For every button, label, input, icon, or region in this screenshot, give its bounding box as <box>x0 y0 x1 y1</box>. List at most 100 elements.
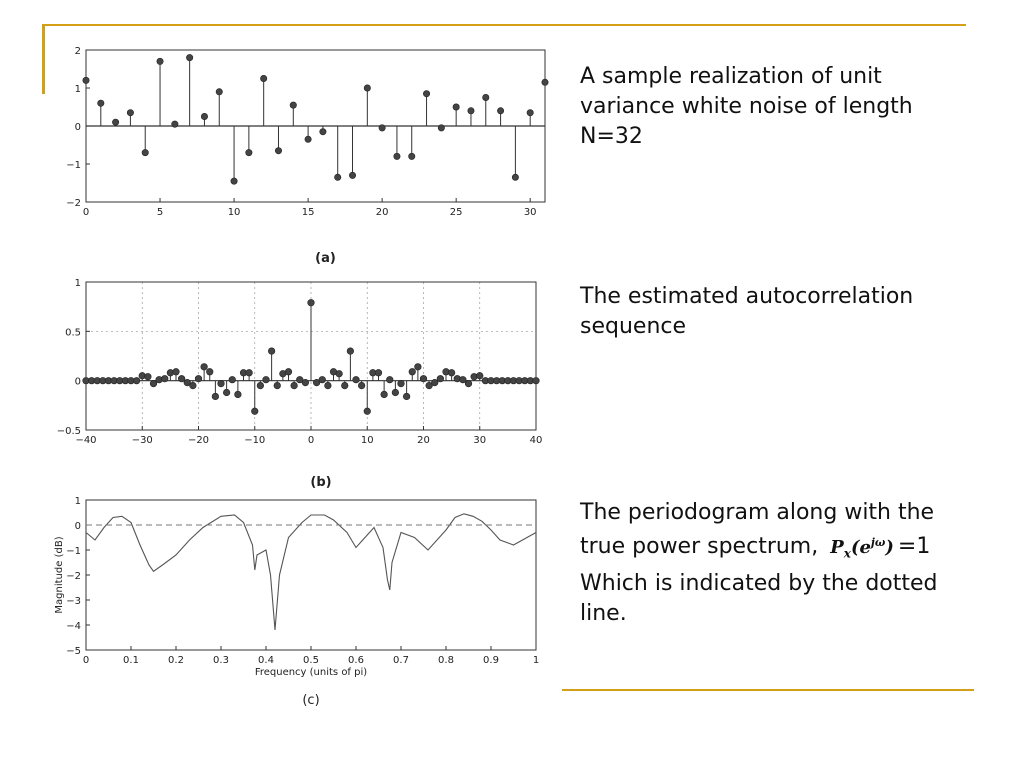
x-tick-label: 0.5 <box>303 655 319 666</box>
x-tick-label: 0.6 <box>348 655 364 666</box>
stem-marker <box>403 392 411 401</box>
stem-marker <box>161 375 169 383</box>
formula-close: ) <box>885 537 894 558</box>
stem-marker <box>273 381 281 390</box>
chart-svg-a: 0 5 10 15 20 25 30 −2 −1 0 1 2 (a) <box>66 46 549 266</box>
x-tick-label: 40 <box>530 435 543 446</box>
stem-marker <box>363 407 371 415</box>
y-tick-label: 1 <box>75 278 81 289</box>
y-tick-label: −2 <box>66 198 81 209</box>
stem-marker <box>363 84 371 92</box>
stem-marker <box>374 369 383 377</box>
x-tick-label: 0.1 <box>123 655 139 666</box>
y-axis-label: Magnitude (dB) <box>54 536 65 613</box>
stem-plot-b: −40 −30 −20 −10 0 10 20 30 40 −0.5 0 0.5 1 (b) <box>48 272 558 490</box>
y-tick-label: 0.5 <box>65 327 81 338</box>
stem-marker <box>459 376 467 384</box>
y-tick-label: −1 <box>66 546 81 557</box>
stem-marker <box>97 99 105 107</box>
x-tick-label: −10 <box>244 435 265 446</box>
panel-label: (b) <box>310 475 331 490</box>
stem-marker <box>436 375 444 383</box>
stem-marker <box>289 101 297 109</box>
stem-marker <box>133 377 141 385</box>
stem-marker <box>144 373 152 381</box>
stem-marker <box>149 380 158 388</box>
stem-marker <box>301 379 309 387</box>
stem-marker <box>172 368 180 376</box>
stem-marker <box>296 376 304 384</box>
stem-marker <box>141 149 149 157</box>
stem-marker <box>230 177 238 185</box>
stem-marker <box>234 390 242 399</box>
stem-marker <box>419 375 428 383</box>
x-tick-label: 0.2 <box>168 655 184 666</box>
x-tick-label: 30 <box>524 207 537 218</box>
stem-marker <box>245 369 253 377</box>
stem-marker <box>200 363 208 371</box>
stem-marker <box>112 118 120 126</box>
stem-marker <box>228 376 236 384</box>
stem-marker <box>211 392 219 401</box>
stem-marker <box>464 380 473 388</box>
stem-marker <box>349 171 357 179</box>
stem-marker <box>467 107 475 115</box>
accent-bottom-rule <box>562 689 974 691</box>
x-tick-label: −30 <box>132 435 153 446</box>
stem-marker <box>482 93 490 101</box>
x-axis-label: Frequency (units of pi) <box>255 667 367 678</box>
stem-marker <box>425 381 433 390</box>
stem-marker <box>393 152 401 160</box>
x-tick-label: 20 <box>376 207 389 218</box>
y-tick-label: 0 <box>75 122 81 133</box>
chart-svg-c: 0 0.1 0.2 0.3 0.4 0.5 0.6 0.7 0.8 0.9 1 −5 −4 −3 −2 −1 0… <box>54 496 539 708</box>
stem-marker <box>352 376 360 384</box>
stem-marker <box>346 347 354 355</box>
y-tick-label: −2 <box>66 571 81 582</box>
stem-marker <box>334 173 342 181</box>
stem-marker <box>448 369 456 377</box>
stem-marker <box>386 376 394 384</box>
power-spectrum-formula: Px(ejω) <box>830 536 894 561</box>
chart-svg-b: −40 −30 −20 −10 0 10 20 30 40 −0.5 0 0.5 1 (b) <box>57 278 543 490</box>
stem-marker <box>380 390 388 399</box>
periodogram-line <box>85 513 537 631</box>
x-tick-label: 0.8 <box>438 655 454 666</box>
stem-marker <box>260 74 268 82</box>
stem-marker <box>189 381 197 390</box>
x-tick-label: 1 <box>533 655 539 666</box>
stem-marker <box>511 173 519 181</box>
stem-marker <box>319 128 327 136</box>
stem-marker <box>171 120 179 128</box>
stem-marker <box>156 57 164 65</box>
stem-marker <box>335 370 343 378</box>
accent-top-rule <box>42 24 966 26</box>
y-tick-label: −1 <box>66 160 81 171</box>
stem-marker <box>452 103 460 111</box>
stem-marker <box>397 380 405 388</box>
stem-marker <box>324 381 332 390</box>
stem-marker <box>217 380 225 388</box>
stem-marker <box>274 147 282 155</box>
x-tick-label: 10 <box>361 435 374 446</box>
stem-marker <box>200 113 208 121</box>
formula-equals: =1 <box>897 534 931 559</box>
x-tick-label: 15 <box>302 207 315 218</box>
stem-marker <box>437 124 445 132</box>
x-tick-label: 25 <box>450 207 463 218</box>
stem-marker <box>245 149 253 157</box>
caption-autocorrelation: The estimated autocorrelation sequence <box>580 284 914 339</box>
stem-marker <box>313 379 321 387</box>
stem-marker <box>318 376 326 384</box>
stem-marker <box>215 88 223 96</box>
y-tick-label: −5 <box>66 646 81 657</box>
stem-marker <box>497 107 505 115</box>
stem-marker <box>304 135 312 143</box>
formula-base: P <box>830 537 844 558</box>
x-tick-label: −20 <box>188 435 209 446</box>
y-tick-label: 2 <box>75 46 81 57</box>
x-tick-label: 0 <box>308 435 314 446</box>
stem-marker <box>186 54 194 62</box>
stem-marker <box>532 377 540 385</box>
x-tick-label: 0.7 <box>393 655 409 666</box>
